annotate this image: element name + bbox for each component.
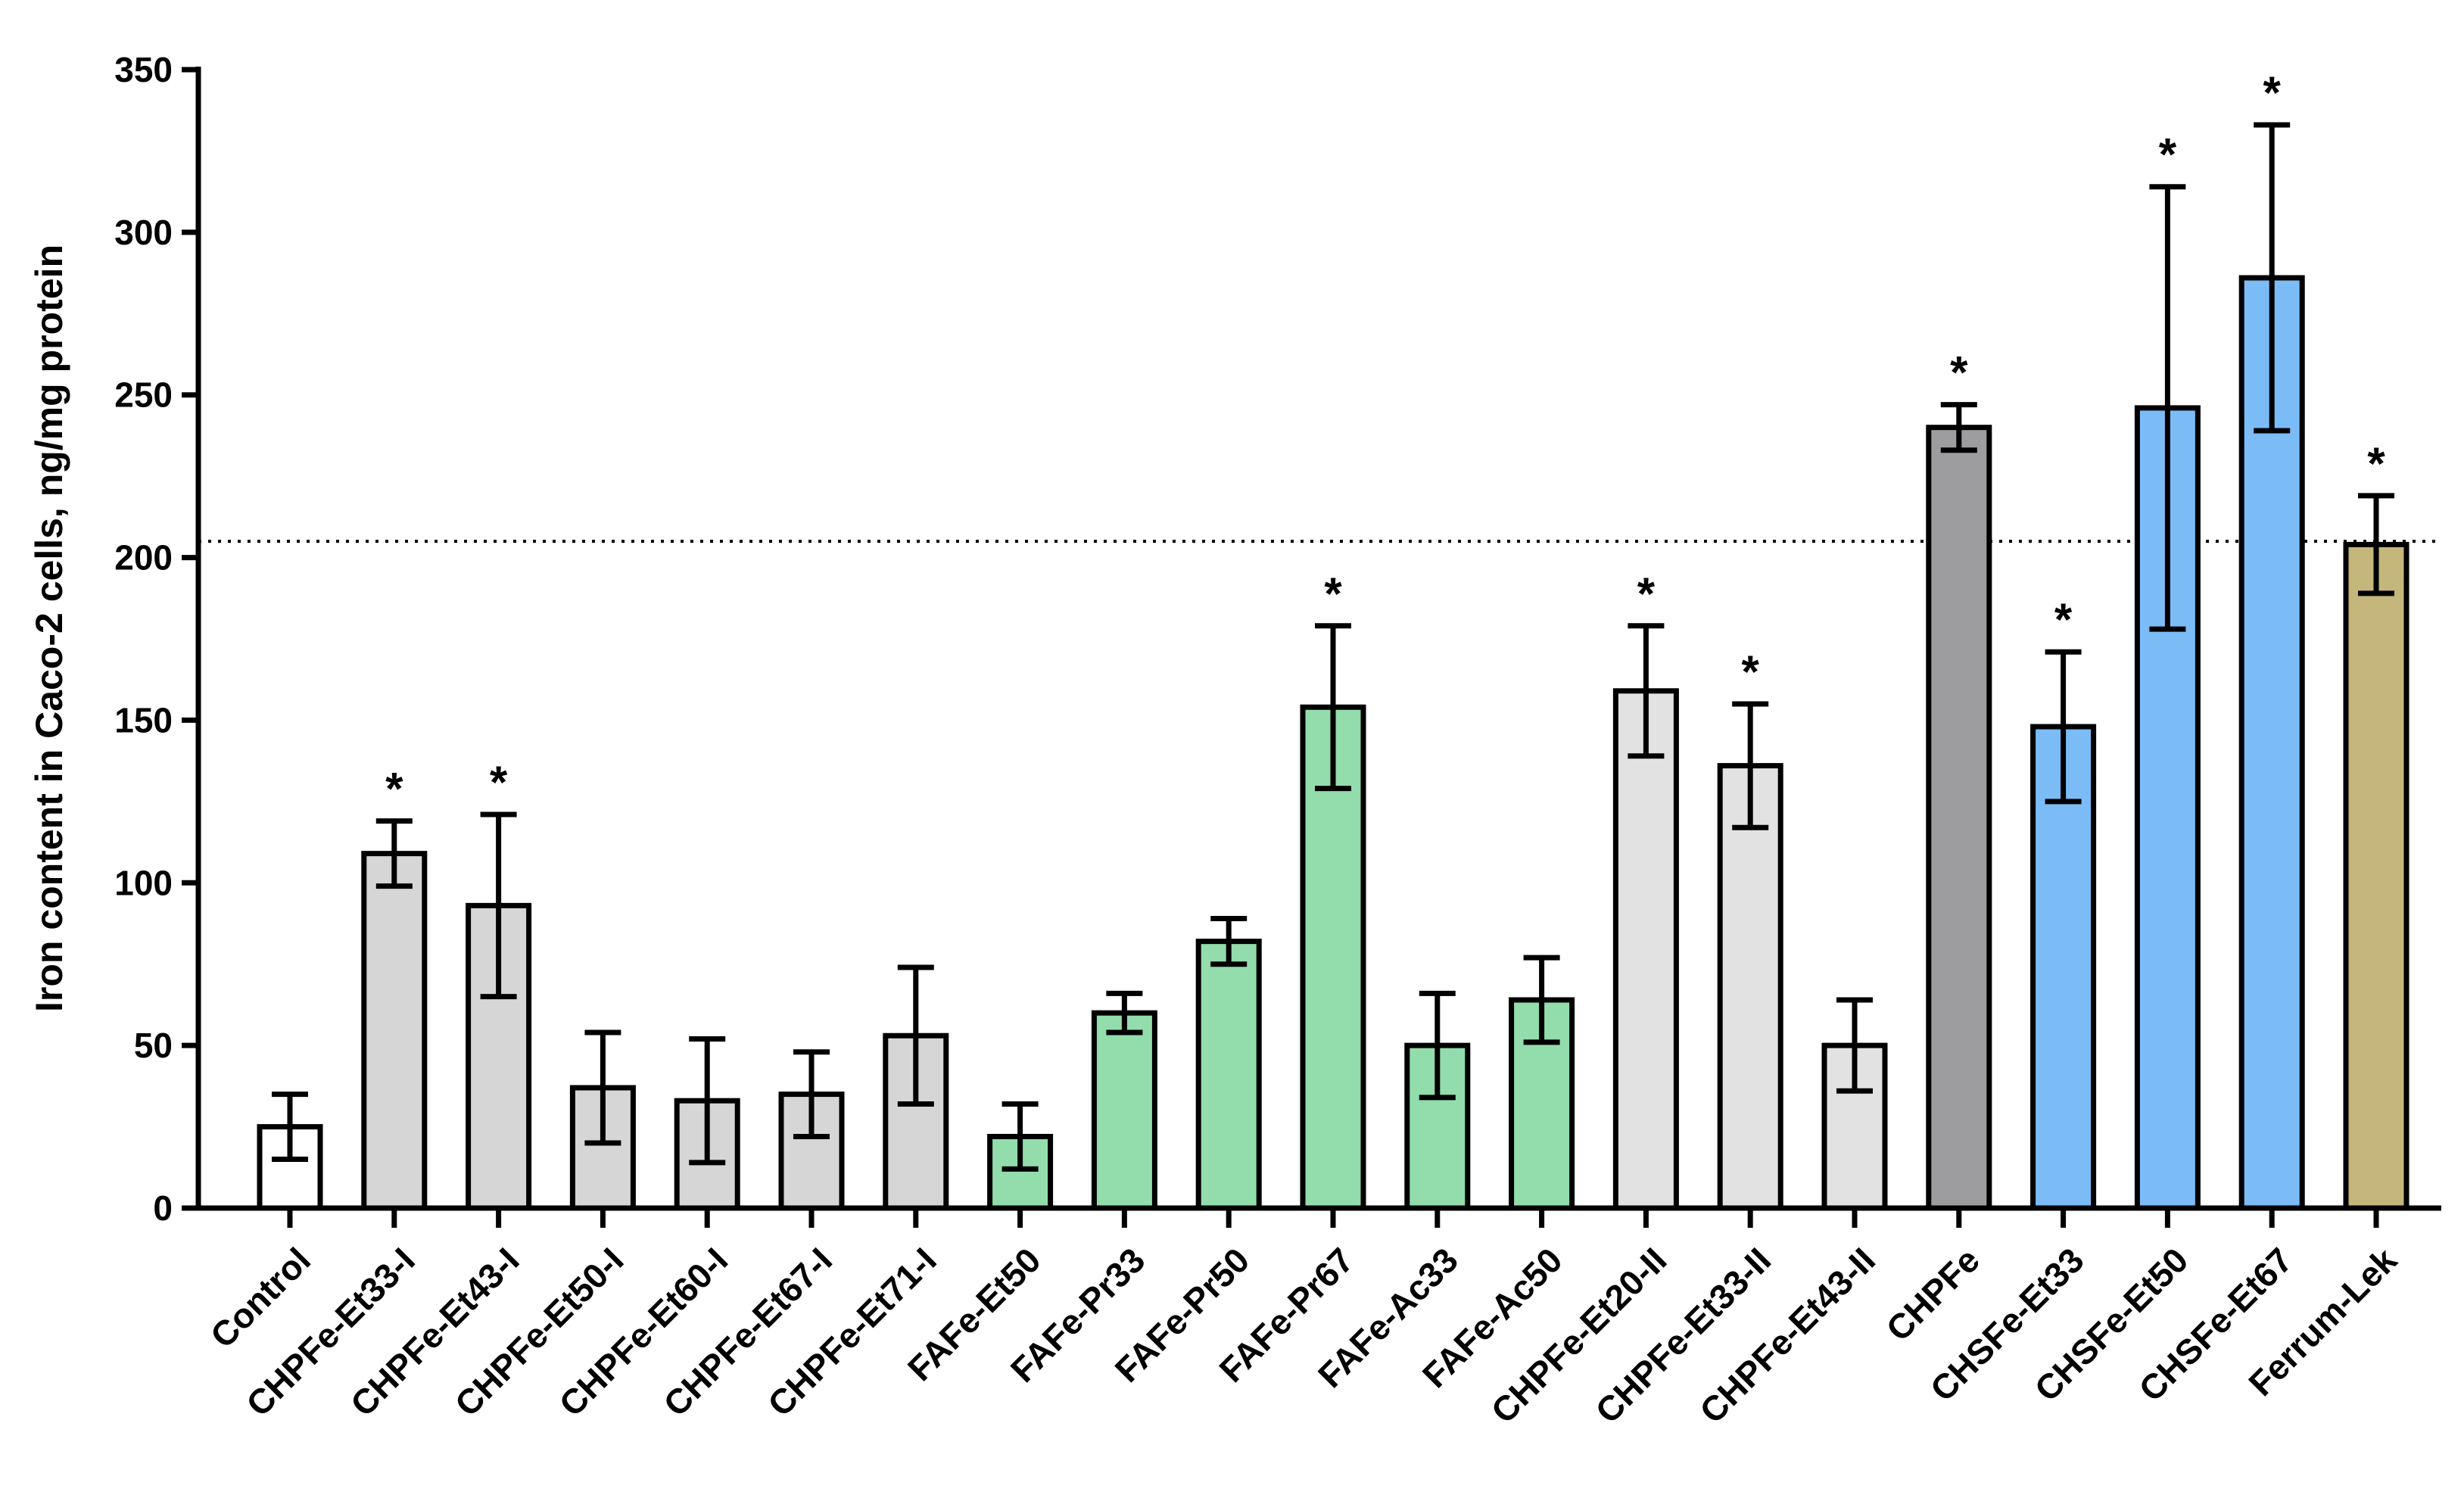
significance-marker: * (1950, 347, 1968, 398)
y-axis-label: Iron content in Caco-2 cells, ng/mg prot… (28, 244, 70, 1012)
bar (1612, 688, 1679, 1211)
y-tick-label: 0 (153, 1188, 173, 1228)
significance-marker: * (1742, 646, 1760, 697)
y-tick-label: 50 (134, 1026, 173, 1065)
significance-marker: * (2263, 67, 2282, 118)
significance-marker: * (1637, 568, 1656, 619)
y-tick-label: 200 (114, 538, 173, 578)
significance-marker: * (2159, 129, 2177, 180)
significance-marker: * (385, 764, 403, 814)
y-tick-label: 250 (114, 375, 173, 415)
bar (1195, 939, 1262, 1211)
y-tick-label: 100 (114, 863, 173, 902)
bar (1091, 1010, 1157, 1211)
y-tick-label: 300 (114, 213, 173, 252)
significance-marker: * (490, 757, 508, 808)
x-tick-label: CHPFe-Et33-II (1587, 1240, 1778, 1431)
y-tick-label: 350 (114, 50, 173, 89)
significance-marker: * (2367, 438, 2385, 489)
plot-area: 050100150200250300350Control*CHPFe-Et33-… (114, 50, 2441, 1431)
bar (361, 851, 428, 1211)
significance-marker: * (2054, 594, 2073, 645)
x-tick-label: CHPFe-Et43-II (1692, 1240, 1883, 1431)
x-tick-label: CHPFe-Et20-II (1484, 1240, 1674, 1431)
bar (1717, 763, 1783, 1211)
significance-marker: * (1324, 568, 1342, 619)
bar (2030, 724, 2097, 1211)
y-tick-label: 150 (114, 700, 173, 740)
bar (2343, 541, 2409, 1211)
bar (1926, 425, 1992, 1211)
